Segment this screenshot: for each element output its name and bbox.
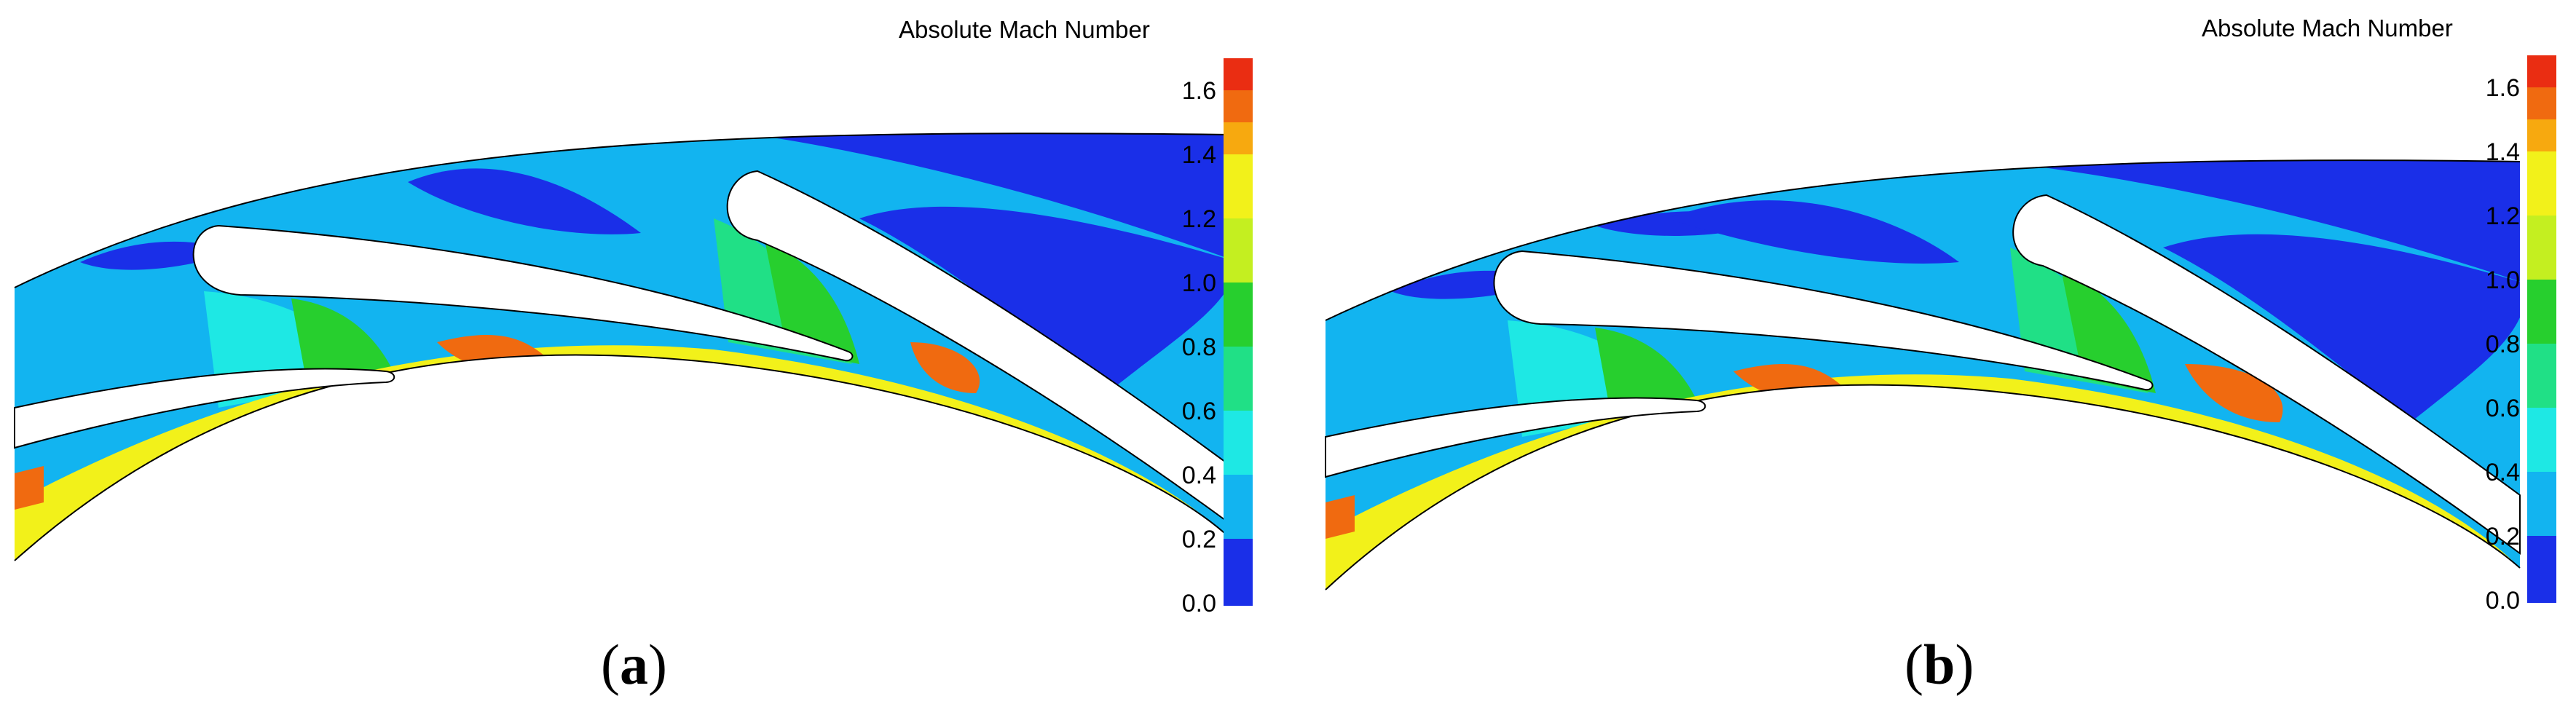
colorbar-level [1224,475,1253,539]
panel-caption: (b) [1905,633,1974,696]
mach-contour-plot-b [1325,159,2521,590]
colorbar-level [1224,154,1253,218]
colorbar-level [2527,408,2556,472]
mach-contour-plot-a [14,133,1232,561]
colorbar-tick-label: 0.6 [2485,395,2520,422]
colorbar-level [2527,536,2556,603]
colorbar-level [1224,122,1253,154]
mid-mach-region [291,299,393,379]
colorbar-level [2527,87,2556,119]
high-mach-region [1857,431,2017,472]
colorbar [1224,58,1253,606]
high-mach-region [554,402,714,443]
low-mach-region [1981,160,2520,284]
blade-1 [14,368,395,449]
low-mach-region [1668,200,1959,264]
mid-mach-region [1595,328,1697,408]
colorbar-tick-label: 0.2 [2485,523,2520,550]
high-mach-region [1326,495,1355,539]
colorbar-level [1224,347,1253,411]
colorbar-tick-label: 1.0 [1181,269,1216,297]
blade-3 [726,170,1232,526]
high-mach-region [15,466,44,510]
blade-1 [1325,397,1706,478]
colorbar-tick-label: 0.8 [2485,331,2520,358]
panel-a: Absolute Mach Number 0.0 0.2 0.4 0.6 0.8… [14,16,1253,696]
colorbar-title: Absolute Mach Number [899,16,1150,43]
colorbar-tick-label: 1.0 [2485,266,2520,294]
colorbar-tick-label: 0.6 [1181,398,1216,425]
colorbar-tick-label: 1.2 [1181,205,1216,233]
colorbar-level [2527,119,2556,151]
colorbar-level [2527,151,2556,216]
colorbar-tick-label: 0.0 [2485,587,2520,615]
low-mach-region [2163,234,2520,422]
colorbar-level [1224,218,1253,283]
low-mach-region [728,133,1231,262]
colorbar-tick-label: 1.6 [2485,74,2520,102]
low-mach-region [859,206,1231,393]
colorbar-level [1224,58,1253,90]
colorbar-level [2527,216,2556,280]
colorbar-tick-label: 1.2 [2485,202,2520,230]
blade-3 [2012,194,2521,555]
colorbar-tick-label: 1.4 [2485,138,2520,166]
colorbar-tick-label: 0.4 [1181,462,1216,489]
colorbar-level [1224,539,1253,606]
colorbar-title: Absolute Mach Number [2202,15,2453,42]
colorbar-tick-label: 0.4 [2485,459,2520,486]
colorbar-tick-label: 1.6 [1181,77,1216,105]
colorbar-level [2527,344,2556,408]
colorbar-level [1224,283,1253,347]
colorbar [2527,55,2556,603]
blade-2 [1493,250,2154,391]
colorbar-tick-label: 0.2 [1181,526,1216,553]
colorbar-level [1224,90,1253,122]
colorbar-level [2527,280,2556,344]
blade-2 [192,224,854,362]
colorbar-level [2527,55,2556,87]
panel-b: Absolute Mach Number 0.0 0.2 0.4 0.6 0.8… [1289,0,2576,715]
colorbar-tick-label: 0.0 [1181,590,1216,617]
colorbar-tick-label: 0.8 [1181,333,1216,361]
colorbar-level [2527,472,2556,536]
low-mach-region [408,168,641,234]
panel-caption: (a) [601,633,667,696]
high-mach-region [910,342,980,393]
colorbar-tick-label: 1.4 [1181,141,1216,169]
colorbar-level [1224,411,1253,475]
